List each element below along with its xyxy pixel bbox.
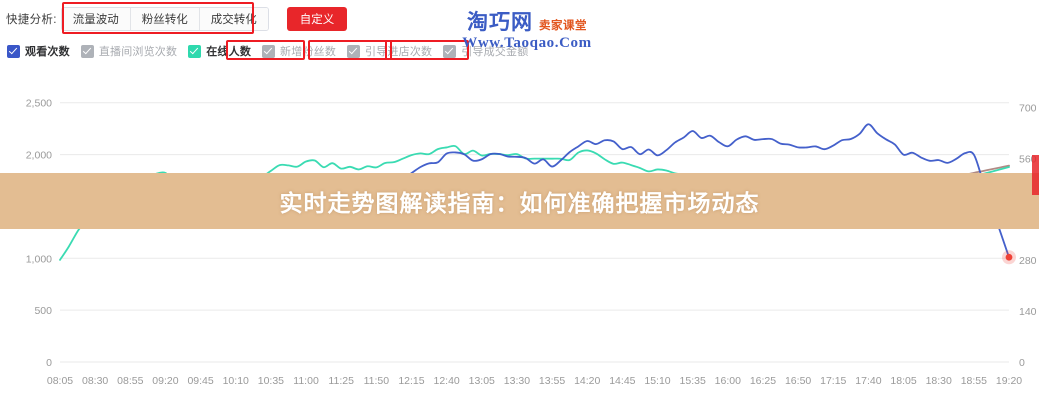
x-tick: 17:15 — [820, 375, 846, 387]
custom-button[interactable]: 自定义 — [286, 7, 348, 31]
x-tick: 12:15 — [398, 375, 424, 387]
marker-dot[interactable] — [1005, 253, 1013, 261]
logo-url: Www.Taoqao.Com — [462, 35, 592, 51]
series-line — [305, 123, 1010, 259]
legend-label: 引导成交金额 — [461, 46, 529, 58]
x-tick: 13:05 — [469, 375, 495, 387]
y-tick-left: 0 — [46, 357, 52, 369]
x-tick: 14:45 — [609, 375, 635, 387]
legend-item-new-fans[interactable]: 新增粉丝数 — [262, 43, 336, 59]
right-edge-indicator — [1032, 155, 1039, 195]
quick-analysis-segment-group[interactable]: 流量波动 粉丝转化 成交转化 — [60, 7, 269, 31]
chart-header: 快捷分析: 流量波动 粉丝转化 成交转化 自定义 观看次数 直播间浏览次数 在线… — [0, 0, 1039, 68]
x-tick: 11:25 — [328, 375, 354, 387]
logo-brand-name: 淘巧网 — [467, 10, 533, 34]
x-tick: 16:25 — [750, 375, 776, 387]
x-tick: 15:35 — [680, 375, 706, 387]
y-tick-left: 2,000 — [26, 150, 52, 162]
segment-deal-conversion[interactable]: 成交转化 — [199, 8, 268, 30]
y-tick-right: 140 — [1019, 306, 1037, 318]
x-tick: 16:00 — [715, 375, 741, 387]
legend-label: 观看次数 — [25, 46, 70, 58]
x-tick: 16:50 — [785, 375, 811, 387]
legend-checkbox-row: 观看次数 直播间浏览次数 在线人数 新增粉丝数 引导进店次数 引导成交金额 — [7, 42, 539, 60]
x-tick: 08:55 — [117, 375, 143, 387]
segment-fan-conversion[interactable]: 粉丝转化 — [130, 8, 200, 30]
x-tick: 10:35 — [258, 375, 284, 387]
legend-label: 直播间浏览次数 — [98, 46, 178, 58]
x-axis-labels: 08:05 08:30 08:55 09:20 09:45 10:10 10:35 11:00… — [47, 375, 1022, 387]
x-tick: 09:20 — [152, 375, 178, 387]
logo-subtitle: 卖家课堂 — [539, 20, 587, 32]
y-tick-right: 700 — [1019, 102, 1037, 114]
x-tick: 10:10 — [223, 375, 249, 387]
y-tick-left: 1,000 — [26, 253, 52, 265]
x-tick: 19:20 — [996, 375, 1022, 387]
segment-traffic-fluctuation[interactable]: 流量波动 — [61, 8, 131, 30]
overlay-banner-text: 实时走势图解读指南：如何准确把握市场动态 — [279, 191, 760, 217]
x-tick: 13:55 — [539, 375, 565, 387]
x-tick: 14:20 — [574, 375, 600, 387]
x-tick: 09:45 — [187, 375, 213, 387]
legend-item-room-views[interactable]: 直播间浏览次数 — [80, 43, 178, 59]
checkbox-icon[interactable] — [188, 44, 202, 58]
x-tick: 08:30 — [82, 375, 108, 387]
checkbox-icon[interactable] — [347, 44, 361, 58]
legend-label: 新增粉丝数 — [280, 46, 337, 58]
legend-item-guided-gmv[interactable]: 引导成交金额 — [443, 43, 528, 59]
overlay-banner: 实时走势图解读指南：如何准确把握市场动态 — [0, 173, 1039, 229]
y-tick-left: 2,500 — [26, 98, 52, 110]
legend-item-online-users[interactable]: 在线人数 — [188, 43, 251, 59]
checkbox-icon[interactable] — [7, 44, 20, 58]
y-tick-left: 500 — [34, 305, 52, 317]
y-axis-right: 0140280420560700 — [1019, 102, 1037, 369]
x-tick: 12:40 — [433, 375, 459, 387]
legend-label: 引导进店次数 — [365, 46, 433, 58]
x-tick: 11:00 — [293, 375, 319, 387]
x-tick: 11:50 — [364, 375, 390, 387]
legend-item-watch-count[interactable]: 观看次数 — [7, 43, 70, 59]
y-tick-right: 280 — [1019, 255, 1037, 267]
checkbox-icon[interactable] — [262, 44, 276, 58]
x-tick: 18:05 — [890, 375, 916, 387]
quick-analysis-label: 快捷分析: — [6, 14, 57, 26]
checkbox-icon[interactable] — [80, 44, 94, 58]
checkbox-icon[interactable] — [443, 44, 457, 58]
y-tick-right: 0 — [1019, 357, 1025, 369]
quick-analysis-row: 快捷分析: 流量波动 粉丝转化 成交转化 自定义 — [6, 6, 348, 32]
x-tick: 13:30 — [504, 375, 530, 387]
x-tick: 08:05 — [47, 375, 73, 387]
legend-item-store-visits[interactable]: 引导进店次数 — [347, 43, 432, 59]
x-tick: 18:55 — [961, 375, 987, 387]
legend-label: 在线人数 — [206, 46, 252, 58]
grid-lines — [60, 102, 1009, 363]
site-watermark-logo: 淘巧网 卖家课堂 Www.Taoqao.Com — [447, 6, 607, 52]
x-tick: 18:30 — [926, 375, 952, 387]
x-tick: 17:40 — [855, 375, 881, 387]
x-tick: 15:10 — [644, 375, 670, 387]
